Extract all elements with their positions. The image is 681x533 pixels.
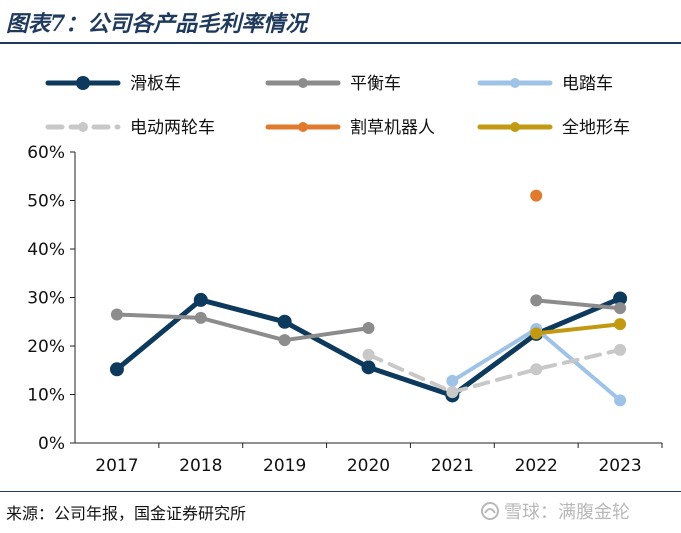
legend-swatch-marker	[76, 76, 90, 90]
series-5	[530, 189, 543, 202]
series-line	[114, 296, 623, 398]
data-point	[277, 314, 292, 329]
y-tick-label: 50%	[27, 192, 65, 212]
data-point	[362, 322, 375, 335]
x-tick-label: 2023	[598, 456, 641, 476]
legend-item: 平衡车	[265, 74, 401, 94]
legend-label: 滑板车	[130, 74, 181, 94]
page-title: 图表7：公司各产品毛利率情况	[6, 11, 308, 37]
watermark-text: 雪球：满腹金轮	[504, 502, 630, 523]
series-line	[114, 312, 371, 343]
source-note: 来源：公司年报，国金证券研究所	[6, 504, 247, 523]
data-point	[446, 386, 459, 399]
data-point	[614, 318, 627, 331]
y-tick-label: 60%	[27, 143, 65, 163]
series-line	[534, 298, 623, 311]
x-tick-label: 2017	[95, 456, 138, 476]
series-line	[366, 347, 623, 395]
legend-item: 电踏车	[477, 74, 613, 94]
legend-item: 割草机器人	[265, 118, 435, 138]
legend-swatch-marker	[298, 78, 308, 88]
data-point	[278, 334, 291, 347]
x-tick-label: 2022	[515, 456, 558, 476]
legend-swatch-marker	[78, 122, 88, 132]
x-tick-label: 2018	[179, 456, 222, 476]
title-divider	[0, 42, 681, 44]
data-point	[361, 360, 376, 375]
chart-axes: 0% 10% 20% 30% 40% 50% 60% 2017 2018 2019 2020 2021…	[27, 143, 663, 476]
data-point	[110, 308, 123, 321]
legend-swatch-marker	[298, 122, 308, 132]
y-tick-label: 10%	[27, 386, 65, 406]
legend-swatch-marker	[510, 78, 520, 88]
data-point	[530, 363, 543, 376]
legend-label: 电动两轮车	[130, 118, 215, 138]
data-point	[193, 292, 208, 307]
footer-divider	[0, 491, 681, 492]
series-1	[109, 291, 628, 403]
x-tick-label: 2019	[263, 456, 306, 476]
data-point	[614, 394, 627, 407]
series-2	[110, 294, 627, 347]
data-point	[530, 294, 543, 307]
data-point	[613, 291, 628, 306]
data-point	[614, 302, 627, 315]
snowball-logo-icon	[481, 502, 499, 520]
data-point	[530, 327, 543, 340]
watermark: 雪球：满腹金轮	[480, 498, 630, 524]
legend-item: 滑板车	[45, 74, 181, 94]
data-point	[446, 374, 459, 387]
legend-swatch-marker	[510, 122, 520, 132]
data-point	[362, 348, 375, 361]
x-tick-label: 2021	[431, 456, 474, 476]
data-point	[530, 189, 543, 202]
y-tick-label: 20%	[27, 337, 65, 357]
legend-label: 全地形车	[562, 118, 630, 138]
data-point	[614, 343, 627, 356]
series-6	[530, 318, 627, 340]
data-point	[109, 362, 124, 377]
legend-label: 电踏车	[562, 74, 613, 94]
series-4	[362, 343, 627, 399]
x-tick-label: 2020	[347, 456, 390, 476]
legend-label: 平衡车	[350, 74, 401, 94]
y-tick-label: 40%	[27, 240, 65, 260]
y-tick-label: 0%	[38, 434, 65, 454]
legend-label: 割草机器人	[350, 118, 435, 138]
legend-item: 全地形车	[477, 118, 630, 138]
y-tick-label: 30%	[27, 289, 65, 309]
series-line	[534, 322, 623, 336]
data-point	[194, 311, 207, 324]
chart-series	[109, 189, 628, 407]
legend-item: 电动两轮车	[45, 118, 215, 138]
